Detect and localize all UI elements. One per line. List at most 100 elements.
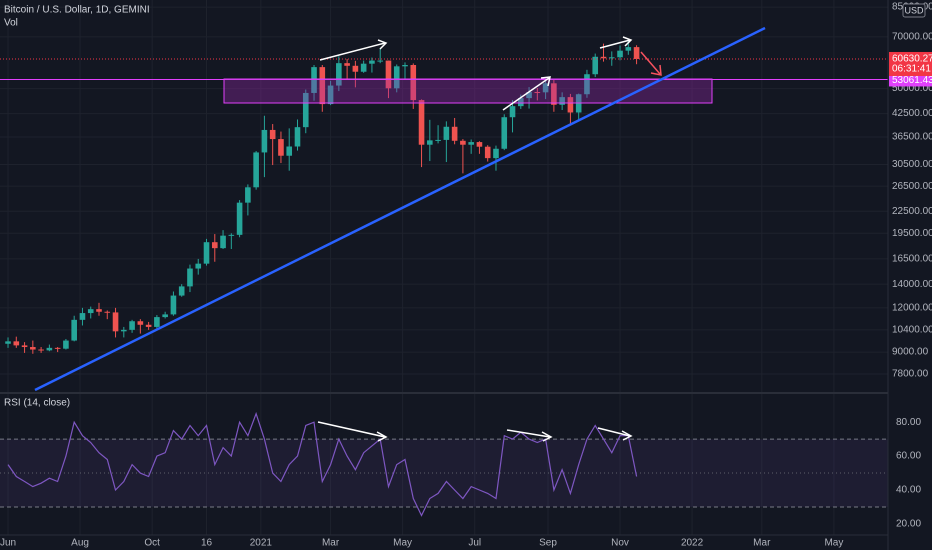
candle-body [79,313,86,320]
candle-body [269,129,276,140]
y-tick-label: 10400.00 [892,324,932,335]
candle-body [104,311,111,313]
candle-body [336,63,342,86]
candle-body [5,341,11,344]
rsi-tick-label: 60.00 [896,451,921,462]
x-tick-label: Nov [611,538,629,549]
candle-body [63,340,69,349]
x-tick-label: Jun [0,538,16,549]
candle-body [294,127,301,147]
candle-body [567,97,574,113]
candle-body [385,60,392,89]
candle-body [427,140,433,145]
candle-body [418,100,425,145]
candle-body [121,329,127,332]
candle-body [129,321,135,330]
candle-body [509,106,516,118]
candle-body [211,242,218,249]
x-tick-label: Oct [144,538,160,549]
x-tick-label: May [393,538,412,549]
y-tick-label: 16500.00 [892,254,932,265]
last-price-label: 60630.27 [892,54,932,65]
candle-body [71,319,77,341]
candle-body [220,235,226,249]
x-tick-label: 2021 [250,538,273,549]
candle-body [87,309,94,314]
candle-body [112,312,119,332]
target-arrow [640,51,662,76]
candle-body [435,139,441,141]
candle-body [54,347,61,349]
candle-body [493,148,499,159]
candle-body [501,117,508,149]
y-tick-label: 22500.00 [892,206,932,217]
candle-body [311,67,317,93]
x-tick-label: Jul [468,538,481,549]
candle-body [625,47,632,51]
volume-label: Vol [4,18,18,29]
candle-body [228,234,235,236]
rsi-tick-label: 40.00 [896,485,921,496]
candle-body [584,74,590,95]
candle-body [617,50,623,58]
rsi-title: RSI (14, close) [4,398,70,409]
candle-body [410,64,417,101]
candle-body [253,152,259,188]
candle-body [402,64,408,67]
y-tick-label: 30500.00 [892,159,932,170]
candle-body [468,142,474,145]
candle-body [46,347,53,351]
x-tick-label: Mar [322,538,340,549]
candle-body [352,65,359,72]
candle-body [608,57,615,59]
trend-line [34,26,766,392]
candle-body [203,242,210,264]
candle-body [96,309,102,312]
y-tick-label: 26500.00 [892,181,932,192]
candle-body [393,66,400,89]
candle-body [154,317,160,327]
candle-body [236,202,243,235]
marks [0,39,888,517]
y-tick-label: 19500.00 [892,228,932,239]
candle-body [178,286,185,296]
candle-body [38,349,44,351]
candle-body [21,345,28,348]
candle-body [600,56,607,59]
candle-body [30,347,36,350]
candle-body [633,47,640,59]
currency: USD [904,5,924,15]
candle-body [145,324,152,327]
candle-body [344,63,350,66]
candle-body [286,146,293,156]
candle-body [460,140,466,145]
x-tick-label: 16 [201,538,213,549]
candle-body [517,98,524,107]
rsi-tick-label: 80.00 [896,417,921,428]
candle-body [327,85,334,105]
x-tick-label: Sep [539,538,557,549]
candle-body [476,142,483,147]
y-tick-label: 7800.00 [892,369,929,380]
price-line-label: 53061.43 [892,75,932,86]
y-tick-label: 42500.00 [892,108,932,119]
candle-body [484,146,491,159]
candle-body [261,129,268,153]
y-tick-label: 12000.00 [892,303,932,314]
candle-body [534,92,541,94]
candle-body [592,56,599,75]
currency-badge[interactable] [902,3,926,18]
candle-body [377,60,383,62]
candle-body [443,126,450,140]
y-tick-label: 50000.00 [892,83,932,94]
candle-body [245,187,251,203]
last-price-tag [889,51,932,76]
candle-body [360,63,367,72]
candle-body [542,83,549,93]
candle-body [369,60,375,64]
countdown: 06:31:41 [892,64,931,75]
x-tick-label: 2022 [681,538,704,549]
